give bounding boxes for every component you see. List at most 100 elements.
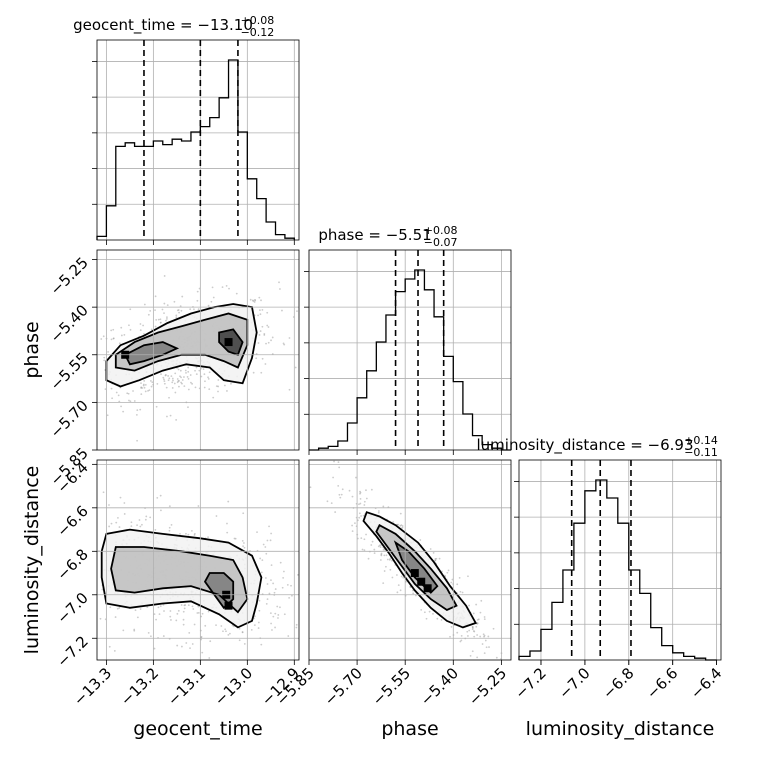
- scatter-point: [187, 370, 190, 373]
- scatter-point: [222, 630, 224, 633]
- scatter-point: [129, 400, 132, 403]
- scatter-point: [257, 342, 260, 344]
- scatter-point: [267, 341, 270, 344]
- scatter-point: [385, 554, 388, 557]
- scatter-point: [400, 524, 403, 527]
- scatter-point: [149, 516, 152, 519]
- scatter-point: [277, 617, 279, 619]
- scatter-point: [114, 616, 117, 618]
- scatter-point: [191, 643, 194, 645]
- scatter-point: [255, 357, 258, 360]
- scatter-point: [208, 657, 211, 659]
- scatter-point: [143, 379, 146, 382]
- density-peak: [224, 601, 233, 610]
- scatter-point: [196, 299, 199, 302]
- scatter-point: [483, 634, 486, 637]
- scatter-point: [197, 605, 200, 608]
- scatter-point: [116, 607, 119, 610]
- scatter-point: [475, 603, 478, 606]
- scatter-point: [102, 335, 105, 338]
- hist-title-sup: +0.14: [684, 434, 718, 447]
- x-tick-label: −5.55: [369, 664, 414, 709]
- scatter-point: [466, 630, 469, 633]
- scatter-point: [411, 589, 414, 592]
- scatter-point: [118, 607, 121, 609]
- scatter-point: [221, 286, 224, 289]
- scatter-point: [181, 379, 184, 381]
- x-tick-label: −6.4: [687, 664, 725, 702]
- scatter-point: [258, 334, 261, 336]
- scatter-point: [377, 511, 380, 514]
- scatter-point: [288, 337, 291, 339]
- scatter-point: [279, 561, 282, 564]
- scatter-point: [401, 526, 404, 529]
- scatter-point: [267, 326, 270, 328]
- scatter-point: [365, 489, 367, 492]
- scatter-point: [136, 616, 139, 619]
- histogram-bar: [96, 59, 295, 240]
- scatter-point: [446, 571, 449, 574]
- contour-line: [105, 303, 258, 388]
- scatter-point: [274, 626, 276, 629]
- scatter-point: [197, 505, 200, 507]
- scatter-point: [278, 281, 280, 284]
- scatter-point: [484, 639, 487, 642]
- scatter-point: [160, 373, 162, 376]
- scatter-point: [401, 525, 404, 527]
- scatter-point: [296, 310, 298, 313]
- scatter-point: [351, 524, 354, 527]
- scatter-point: [203, 373, 206, 376]
- scatter-point: [432, 612, 434, 615]
- scatter-point: [197, 611, 200, 614]
- scatter-point: [334, 511, 337, 513]
- scatter-point: [107, 351, 109, 353]
- scatter-point: [249, 298, 252, 301]
- scatter-point: [166, 415, 168, 418]
- scatter-point: [159, 605, 162, 608]
- scatter-point: [123, 333, 126, 336]
- x-tick-label: −5.40: [417, 664, 462, 709]
- scatter-point: [174, 372, 177, 375]
- y-tick-label: −7.2: [53, 632, 91, 670]
- scatter-point: [182, 610, 185, 613]
- hist-title-sub: −0.07: [424, 236, 458, 249]
- scatter-point: [242, 512, 245, 515]
- density-peak: [410, 569, 419, 578]
- scatter-point: [270, 622, 272, 625]
- density-peak: [417, 577, 426, 586]
- scatter-point: [173, 300, 176, 303]
- joint-geocent_time-luminosity_distance-frame: [96, 459, 300, 661]
- scatter-point: [266, 324, 269, 327]
- scatter-point: [175, 419, 178, 421]
- scatter-point: [382, 548, 385, 551]
- scatter-point: [110, 522, 113, 525]
- scatter-point: [196, 612, 199, 614]
- scatter-point: [192, 608, 195, 610]
- scatter-point: [228, 632, 231, 635]
- scatter-point: [483, 652, 486, 655]
- scatter-point: [175, 619, 178, 622]
- hist-title-sup: +0.08: [424, 224, 458, 237]
- scatter-point: [180, 309, 183, 312]
- scatter-point: [361, 548, 364, 551]
- scatter-point: [153, 613, 156, 616]
- scatter-point: [253, 301, 256, 303]
- scatter-point: [270, 564, 273, 567]
- scatter-point: [215, 515, 218, 517]
- scatter-point: [217, 379, 220, 381]
- scatter-point: [140, 382, 142, 385]
- scatter-point: [243, 542, 245, 544]
- scatter-point: [153, 647, 156, 650]
- scatter-point: [355, 476, 357, 479]
- scatter-point: [276, 605, 279, 608]
- scatter-point: [363, 549, 366, 552]
- scatter-point: [184, 604, 187, 606]
- scatter-point: [180, 645, 183, 648]
- scatter-point: [479, 611, 482, 614]
- scatter-point: [234, 537, 237, 540]
- scatter-point: [358, 503, 360, 506]
- scatter-point: [432, 551, 435, 554]
- scatter-point: [458, 577, 461, 579]
- scatter-point: [133, 628, 136, 631]
- scatter-point: [283, 343, 286, 346]
